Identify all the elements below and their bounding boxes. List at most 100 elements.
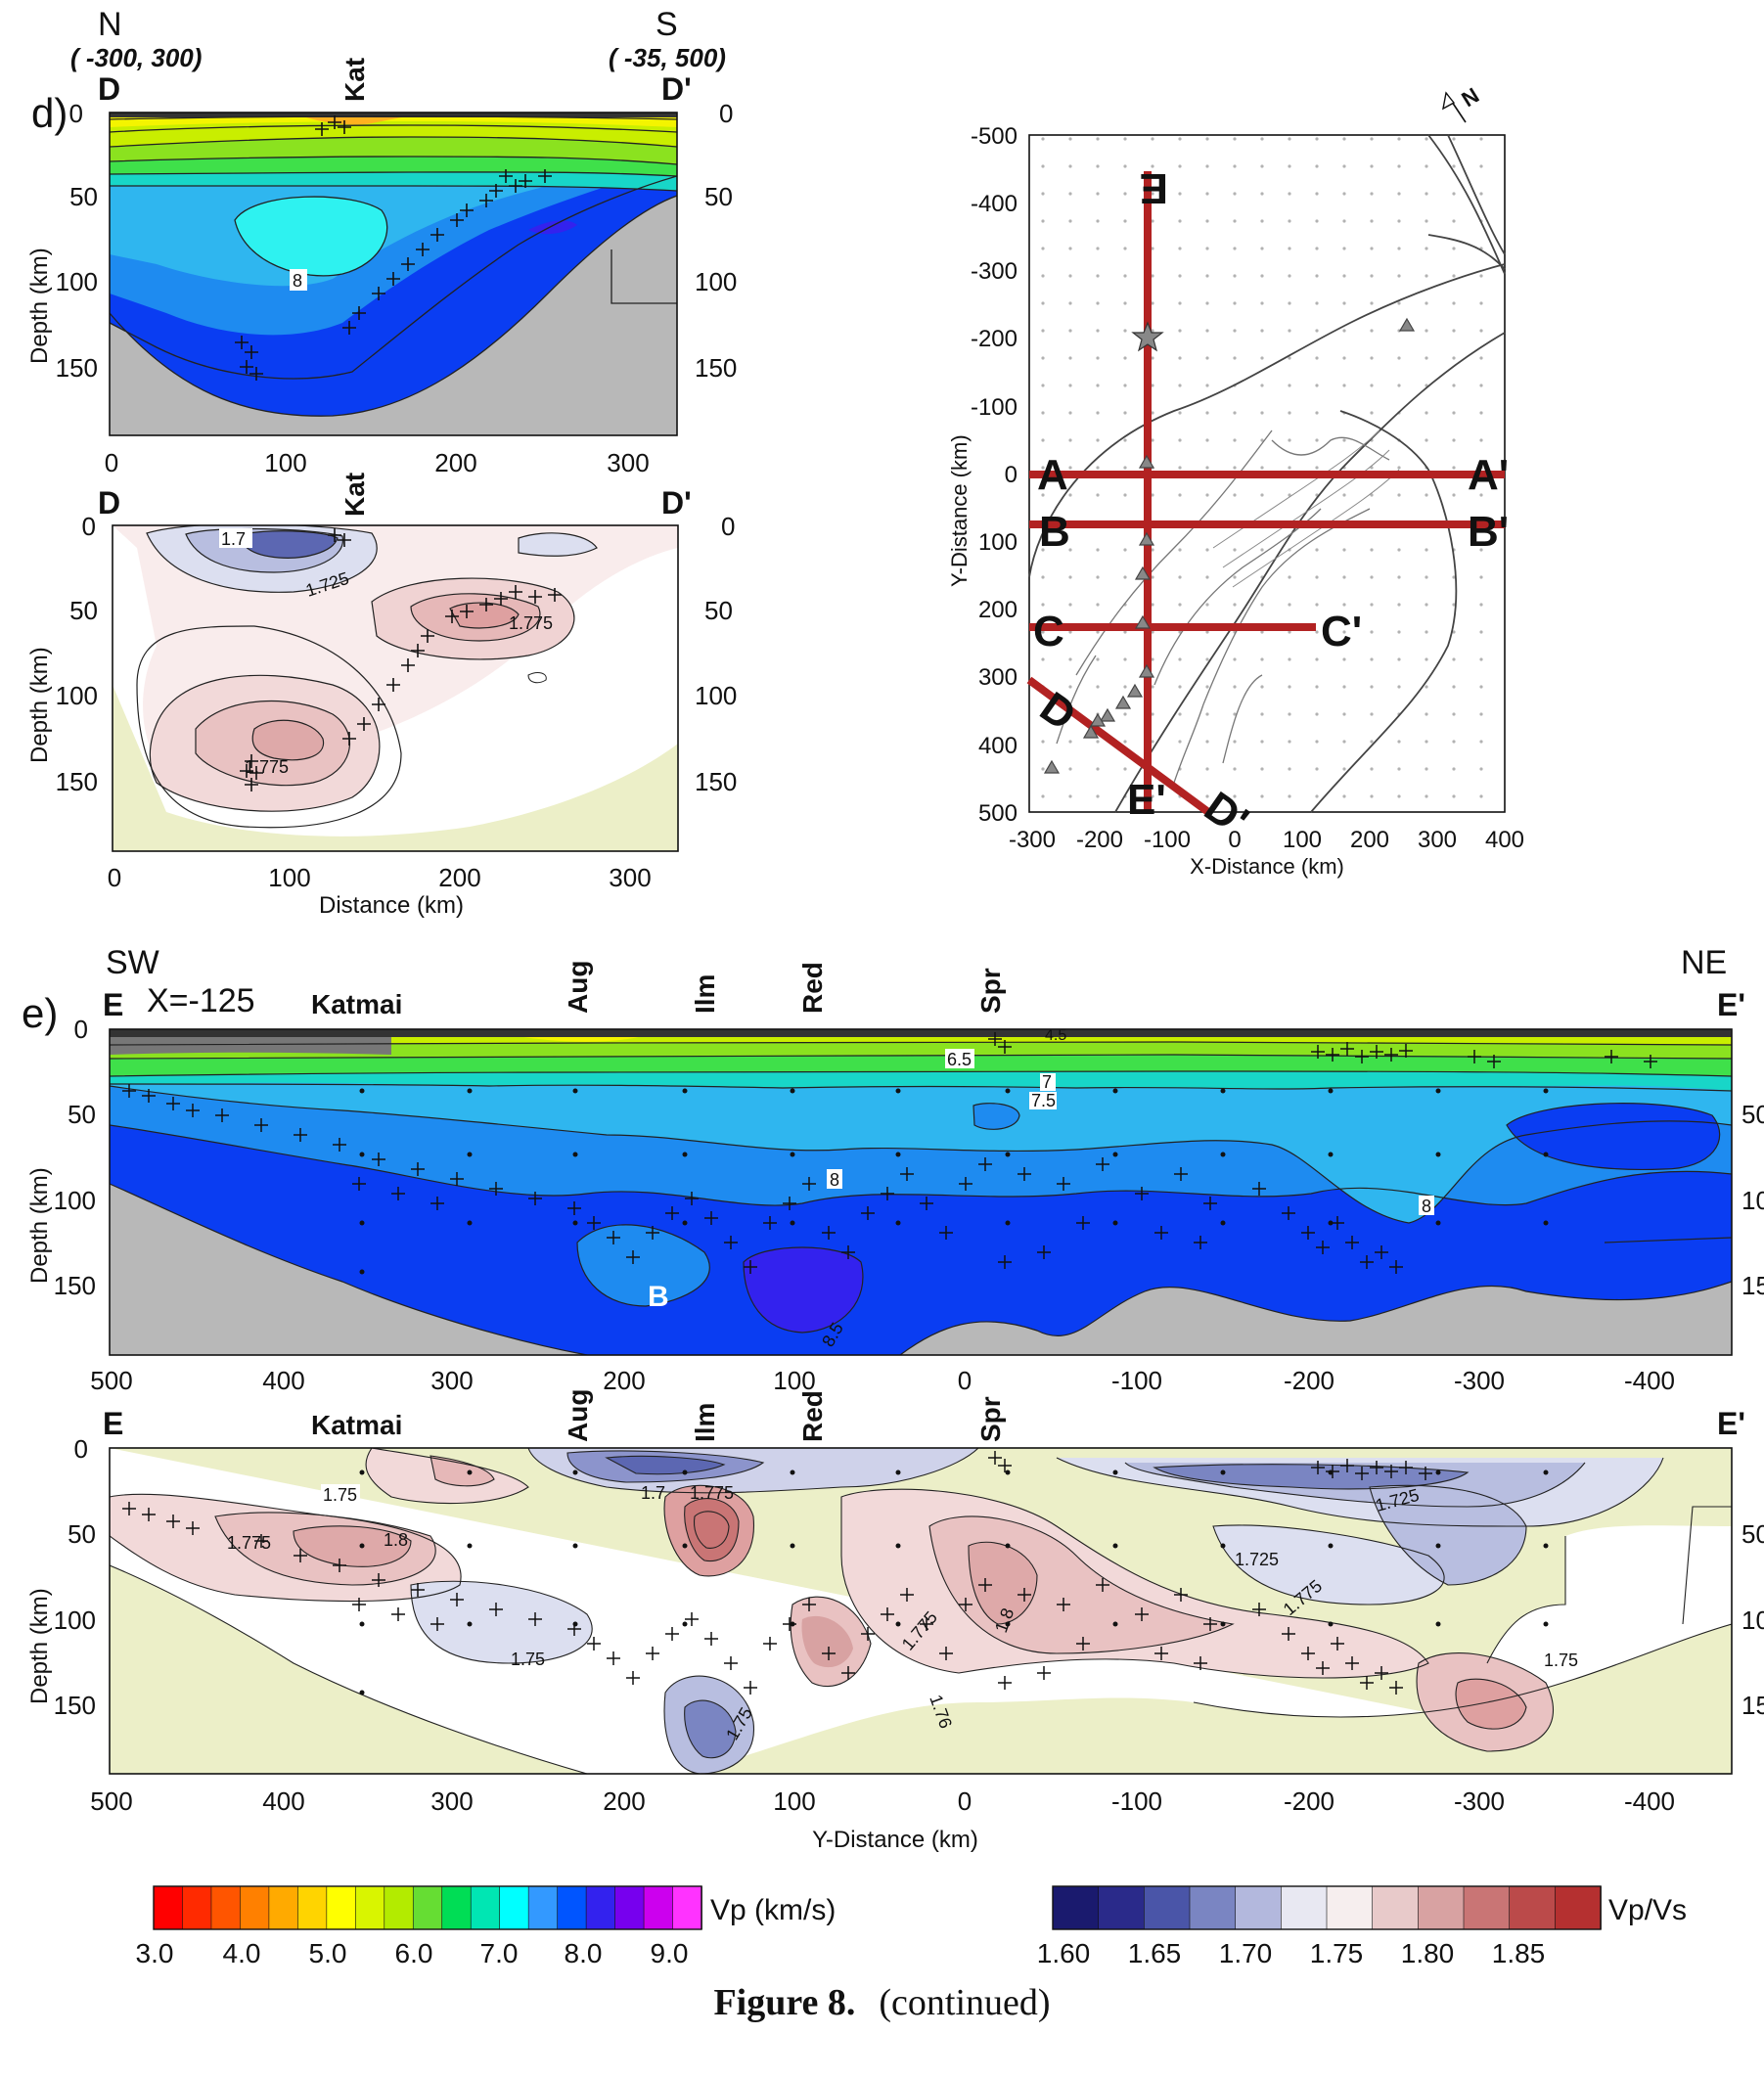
svg-text:150: 150 xyxy=(54,1691,96,1720)
panel-d-vpvs-section: D D' Kat xyxy=(26,473,737,919)
profile-e-position: X=-125 xyxy=(147,982,255,1019)
map-x-axis: -300 -200 -100 0 100 200 300 400 X-Dista… xyxy=(1009,827,1524,879)
svg-text:50: 50 xyxy=(1741,1519,1764,1549)
profile-e-start: E xyxy=(103,987,123,1022)
svg-text:1.75: 1.75 xyxy=(323,1485,357,1505)
svg-text:500: 500 xyxy=(978,800,1018,827)
svg-text:1.80: 1.80 xyxy=(1401,1938,1455,1968)
profile-e-end: E' xyxy=(1717,987,1745,1022)
svg-text:Kat: Kat xyxy=(339,473,370,517)
svg-text:0: 0 xyxy=(958,1366,972,1395)
svg-text:150: 150 xyxy=(56,353,98,383)
svg-text:Ilm: Ilm xyxy=(690,974,720,1014)
svg-text:300: 300 xyxy=(1418,827,1457,853)
north-arrow: N xyxy=(1442,83,1483,123)
vp-colorbar-swatch xyxy=(527,1885,559,1930)
svg-text:-400: -400 xyxy=(971,191,1018,217)
vpvs-colorbar-label: Vp/Vs xyxy=(1608,1894,1687,1926)
svg-text:50: 50 xyxy=(69,596,98,625)
vp-colorbar-swatch xyxy=(384,1885,415,1930)
svg-text:0: 0 xyxy=(958,1786,972,1816)
svg-text:1.775: 1.775 xyxy=(690,1483,734,1503)
depth-axis-e-vpvs: 0 50 100 150 50 100 150 Depth (km) xyxy=(26,1434,1764,1720)
svg-text:100: 100 xyxy=(695,267,737,296)
svg-text:6.5: 6.5 xyxy=(947,1050,972,1069)
svg-text:1.7: 1.7 xyxy=(641,1483,665,1503)
svg-text:4.5: 4.5 xyxy=(1045,1027,1066,1044)
svg-text:Depth (km): Depth (km) xyxy=(26,1167,53,1284)
vpvs-colorbar-swatch xyxy=(1235,1885,1283,1930)
vp-colorbar-swatch xyxy=(470,1885,501,1930)
vp-colorbar-swatch xyxy=(643,1885,674,1930)
svg-text:100: 100 xyxy=(56,267,98,296)
vp-colorbar-swatch xyxy=(355,1885,385,1930)
svg-text:300: 300 xyxy=(978,664,1018,691)
svg-text:3.0: 3.0 xyxy=(136,1938,174,1968)
figure-caption: Figure 8. (continued) xyxy=(0,1981,1764,2024)
north-coord: ( -300, 300) xyxy=(70,43,202,72)
earthquakes-d-vp xyxy=(235,115,552,381)
svg-text:0: 0 xyxy=(1228,827,1241,853)
svg-text:5.0: 5.0 xyxy=(309,1938,347,1968)
svg-text:50: 50 xyxy=(1741,1100,1764,1129)
svg-text:0: 0 xyxy=(82,512,96,541)
svg-text:C': C' xyxy=(1321,608,1362,656)
svg-text:D: D xyxy=(98,485,120,520)
svg-text:150: 150 xyxy=(1741,1271,1764,1300)
svg-text:-300: -300 xyxy=(971,258,1018,285)
vp-colorbar: Vp (km/s) 3.0 4.0 5.0 6.0 7.0 8.0 9.0 xyxy=(136,1885,836,1968)
svg-text:8: 8 xyxy=(830,1170,839,1190)
svg-text:6.0: 6.0 xyxy=(395,1938,433,1968)
svg-text:E': E' xyxy=(1717,1406,1745,1441)
svg-text:1.70: 1.70 xyxy=(1219,1938,1273,1968)
svg-text:50: 50 xyxy=(68,1100,96,1129)
profile-lines xyxy=(1026,171,1505,816)
earthquakes-e-vpvs xyxy=(122,1451,1432,1695)
svg-text:9.0: 9.0 xyxy=(651,1938,689,1968)
svg-text:1.775: 1.775 xyxy=(509,613,553,633)
svg-text:1.775: 1.775 xyxy=(227,1533,271,1553)
svg-text:Spr: Spr xyxy=(975,968,1006,1014)
svg-text:50: 50 xyxy=(704,182,733,211)
svg-text:100: 100 xyxy=(54,1186,96,1215)
panel-e-label: e) xyxy=(22,990,58,1036)
vp-colorbar-swatch xyxy=(672,1885,702,1930)
svg-text:Red: Red xyxy=(797,1390,828,1442)
svg-text:100: 100 xyxy=(264,448,306,477)
svg-text:0: 0 xyxy=(74,1015,88,1044)
vpvs-colorbar: Vp/Vs 1.60 1.65 1.70 1.75 1.80 1.85 xyxy=(1037,1885,1687,1968)
svg-text:4.0: 4.0 xyxy=(223,1938,261,1968)
depth-axis-d-vpvs: 0 50 100 150 0 50 100 150 Depth (km) xyxy=(26,512,737,796)
vpvs-colorbar-swatch xyxy=(1509,1885,1557,1930)
vpvs-labels-d: 1.7 1.725 1.775 1.775 xyxy=(219,528,553,777)
svg-text:Katmai: Katmai xyxy=(311,989,402,1019)
distance-axis-d-vp: 0 100 200 300 xyxy=(105,448,650,477)
svg-text:1.85: 1.85 xyxy=(1492,1938,1546,1968)
vp-colorbar-swatch xyxy=(441,1885,473,1930)
svg-text:100: 100 xyxy=(268,863,310,892)
svg-text:50: 50 xyxy=(69,182,98,211)
svg-text:200: 200 xyxy=(438,863,480,892)
svg-text:100: 100 xyxy=(773,1366,815,1395)
volcano-labels-e-vpvs: Katmai Aug Ilm Red Spr xyxy=(311,1389,1006,1442)
profile-d-end: D' xyxy=(661,71,692,107)
vp-colorbar-swatch xyxy=(614,1885,645,1930)
vp-feature-b: B xyxy=(648,1281,669,1313)
svg-text:400: 400 xyxy=(978,733,1018,759)
depth-axis-label: Depth (km) xyxy=(26,248,53,364)
svg-text:8: 8 xyxy=(1422,1197,1431,1216)
north-label: N xyxy=(98,6,122,43)
svg-text:E: E xyxy=(1140,164,1168,212)
svg-text:500: 500 xyxy=(90,1786,132,1816)
svg-text:200: 200 xyxy=(603,1786,645,1816)
vpvs-colorbar-swatch xyxy=(1555,1885,1602,1930)
svg-text:400: 400 xyxy=(262,1366,304,1395)
vp-colorbar-swatch xyxy=(557,1885,587,1930)
panel-d-label: d) xyxy=(31,90,68,136)
svg-text:7.0: 7.0 xyxy=(480,1938,519,1968)
svg-text:Aug: Aug xyxy=(563,961,593,1014)
vpvs-colorbar-swatch xyxy=(1189,1885,1237,1930)
vp-colorbar-swatch xyxy=(210,1885,242,1930)
svg-text:200: 200 xyxy=(1350,827,1389,853)
svg-text:-100: -100 xyxy=(1111,1786,1162,1816)
